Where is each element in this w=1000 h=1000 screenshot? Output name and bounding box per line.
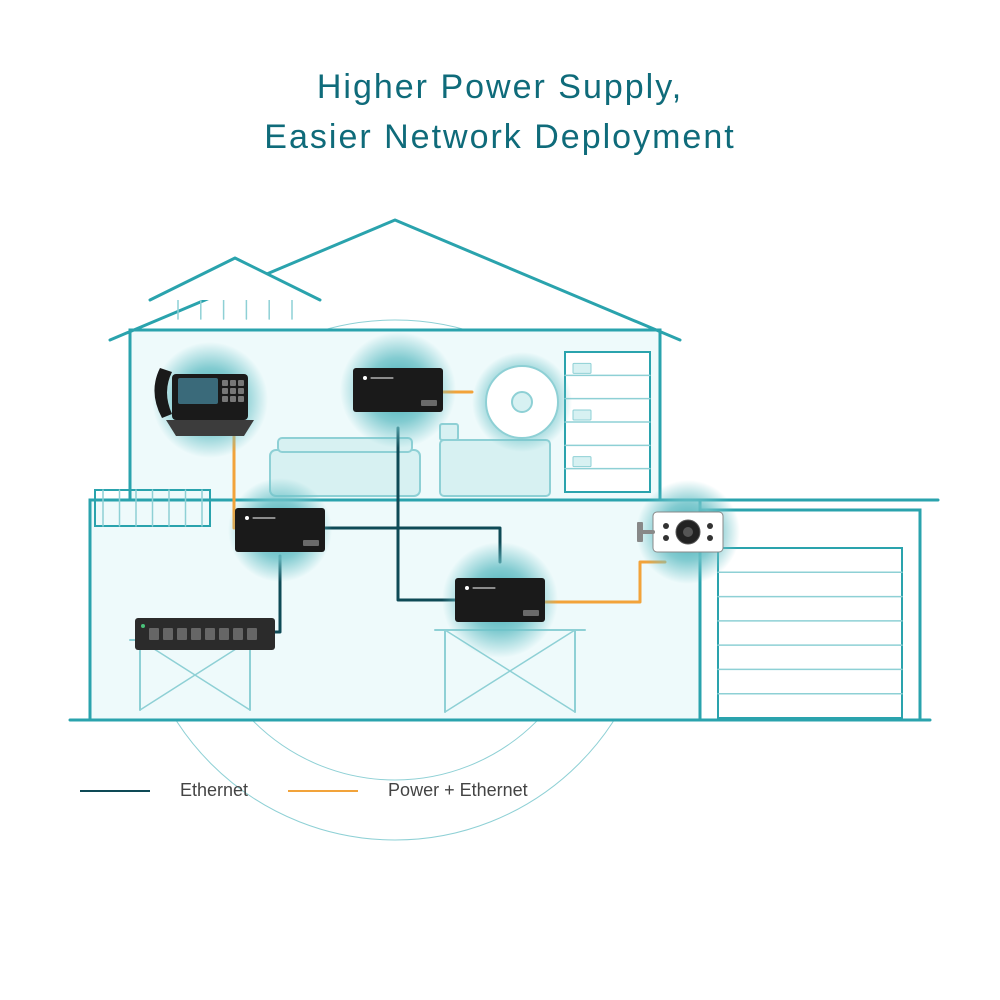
- house-network-diagram: [0, 0, 1000, 1000]
- legend-poe-label: Power + Ethernet: [388, 780, 528, 801]
- legend-ethernet: Ethernet: [80, 780, 248, 801]
- legend-ethernet-label: Ethernet: [180, 780, 248, 801]
- legend: Ethernet Power + Ethernet: [80, 780, 528, 801]
- legend-poe: Power + Ethernet: [288, 780, 528, 801]
- diagram-stage: Higher Power Supply, Easier Network Depl…: [0, 0, 1000, 1000]
